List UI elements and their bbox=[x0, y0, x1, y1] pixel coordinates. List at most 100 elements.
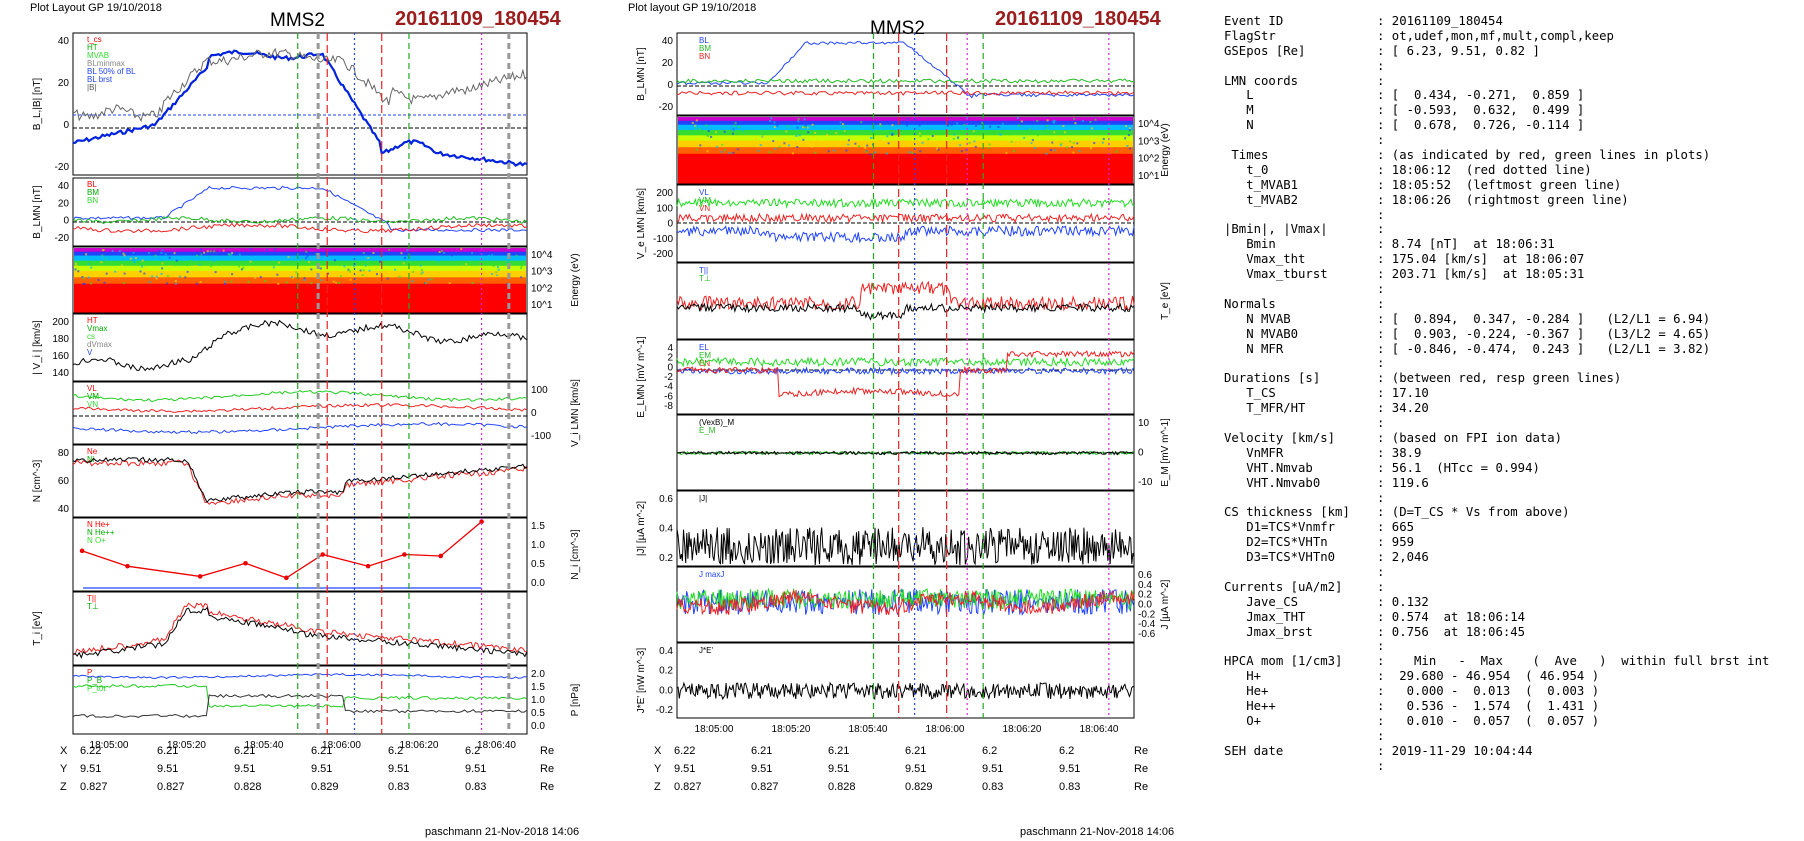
info-value: : 203.71 [km/s] at 18:05:31 bbox=[1377, 267, 1585, 282]
spectrogram-speck bbox=[189, 260, 192, 263]
spectrogram-speck bbox=[699, 144, 702, 147]
spectrogram-speck bbox=[495, 272, 498, 275]
spectrogram-speck bbox=[449, 258, 452, 261]
panel-frame bbox=[676, 262, 1135, 340]
coord-value: 0.829 bbox=[311, 781, 339, 793]
spectrogram-speck bbox=[157, 250, 160, 253]
spectrogram-band bbox=[678, 153, 1133, 184]
spectrogram-speck bbox=[815, 139, 818, 142]
spectrogram-speck bbox=[272, 263, 275, 266]
axis-label: N [cm^-3] bbox=[32, 460, 43, 503]
info-line: t_0: 18:06:12 (red dotted line) bbox=[1224, 163, 1769, 178]
tick-label: -200 bbox=[653, 249, 673, 260]
spectrogram-speck bbox=[147, 252, 150, 255]
legend-entry: P_B bbox=[87, 676, 102, 685]
footer-middle: paschmann 21-Nov-2018 14:06 bbox=[1020, 826, 1175, 838]
spectrogram-speck bbox=[707, 142, 710, 145]
coord-unit: Re bbox=[540, 781, 555, 793]
tick-label: 0.6 bbox=[659, 494, 673, 505]
spectrogram-speck bbox=[865, 150, 868, 153]
spectrogram-speck bbox=[230, 280, 233, 283]
spectrogram-speck bbox=[728, 152, 731, 155]
spectrogram-speck bbox=[879, 139, 882, 142]
panel-frame bbox=[72, 444, 528, 518]
legend-entry: VN bbox=[699, 204, 710, 213]
info-value: : bbox=[1377, 58, 1385, 73]
tick-label: -10 bbox=[1138, 477, 1153, 488]
info-value: : [ -0.846, -0.474, 0.243 ] (L2/L1 = 3.8… bbox=[1377, 341, 1711, 356]
spectrogram-speck bbox=[774, 147, 777, 150]
spectrogram-speck bbox=[885, 152, 888, 155]
coord-value: 6.22 bbox=[80, 745, 102, 757]
spectrogram-speck bbox=[175, 259, 178, 262]
spectrogram-speck bbox=[145, 252, 148, 255]
spectrogram-speck bbox=[814, 151, 817, 154]
info-key: t_MVAB2 bbox=[1224, 192, 1299, 207]
tick-label: 40 bbox=[58, 36, 70, 47]
panel-frame bbox=[72, 32, 528, 176]
spectrogram-speck bbox=[1072, 151, 1075, 154]
info-line: : bbox=[1224, 416, 1769, 431]
jm-series bbox=[676, 587, 1135, 610]
spectrogram-speck bbox=[795, 134, 798, 137]
spectrogram-speck bbox=[277, 261, 280, 264]
tick-label: 20 bbox=[58, 198, 70, 209]
vn-series bbox=[72, 421, 528, 435]
tick-label: -0.2 bbox=[1138, 609, 1156, 620]
info-key: T_CS bbox=[1224, 386, 1276, 401]
spectrogram-speck bbox=[883, 141, 886, 144]
spectrogram-speck bbox=[301, 258, 304, 261]
spectrogram-speck bbox=[111, 250, 114, 253]
legend-entry: T|| bbox=[87, 594, 96, 603]
spectrogram-speck bbox=[841, 123, 844, 126]
spectrogram-speck bbox=[1094, 118, 1097, 121]
legend-entry: EL bbox=[699, 343, 709, 352]
axis-label: V_i LMN [km/s] bbox=[570, 379, 581, 447]
tick-label: 200 bbox=[656, 188, 673, 199]
spectrogram-speck bbox=[273, 248, 276, 251]
coord-value: 6.2 bbox=[388, 745, 404, 757]
spectrogram-speck bbox=[194, 265, 197, 268]
info-key: VHT.Nmvab0 bbox=[1224, 475, 1321, 490]
spectrogram-speck bbox=[249, 248, 252, 251]
tick-label: 20 bbox=[58, 78, 70, 89]
spectrogram-speck bbox=[1126, 144, 1129, 147]
spectrogram-speck bbox=[213, 250, 216, 253]
spectrogram-speck bbox=[891, 133, 894, 136]
spectrogram-speck bbox=[810, 145, 813, 148]
axis-label: B_LMN [nT] bbox=[636, 47, 647, 101]
info-line: N: [ 0.678, 0.726, -0.114 ] bbox=[1224, 118, 1769, 133]
spectrogram-band bbox=[74, 260, 526, 266]
tick-label: 10^2 bbox=[1138, 154, 1160, 165]
coord-value: 6.21 bbox=[828, 745, 850, 757]
info-line: : bbox=[1224, 59, 1769, 74]
coord-value: 9.51 bbox=[234, 763, 256, 775]
info-line: T_MFR/HT: 34.20 bbox=[1224, 401, 1769, 416]
legend-entry: P bbox=[87, 668, 92, 677]
spectrogram-speck bbox=[143, 272, 146, 275]
info-line: t_MVAB1: 18:05:52 (leftmost green line) bbox=[1224, 178, 1769, 193]
spectrogram-speck bbox=[489, 250, 492, 253]
spectrogram-speck bbox=[242, 266, 245, 269]
spectrogram-speck bbox=[230, 253, 233, 256]
spectrogram-speck bbox=[199, 280, 202, 283]
spectrogram-speck bbox=[129, 257, 132, 260]
el-series bbox=[676, 356, 1135, 368]
legend-entry: Ne bbox=[87, 447, 98, 456]
tick-label: 0 bbox=[667, 219, 673, 230]
spectrogram-band bbox=[74, 248, 526, 252]
spectrogram-speck bbox=[438, 251, 441, 254]
spectrogram-speck bbox=[114, 270, 117, 273]
spectrogram-speck bbox=[497, 268, 500, 271]
spectrogram-speck bbox=[1030, 142, 1033, 145]
spectrogram-speck bbox=[285, 281, 288, 284]
info-line: D2=TCS*VHTn: 959 bbox=[1224, 535, 1769, 550]
footer-left: paschmann 21-Nov-2018 14:06 bbox=[425, 826, 580, 838]
axis-label: Energy (eV) bbox=[570, 253, 581, 306]
spectrogram-speck bbox=[732, 129, 735, 132]
spectrogram-speck bbox=[184, 276, 187, 279]
spectrogram-speck bbox=[303, 278, 306, 281]
spectrogram-speck bbox=[707, 129, 710, 132]
spacecraft-middle: MMS2 bbox=[870, 18, 925, 39]
spectrogram-speck bbox=[520, 276, 523, 279]
